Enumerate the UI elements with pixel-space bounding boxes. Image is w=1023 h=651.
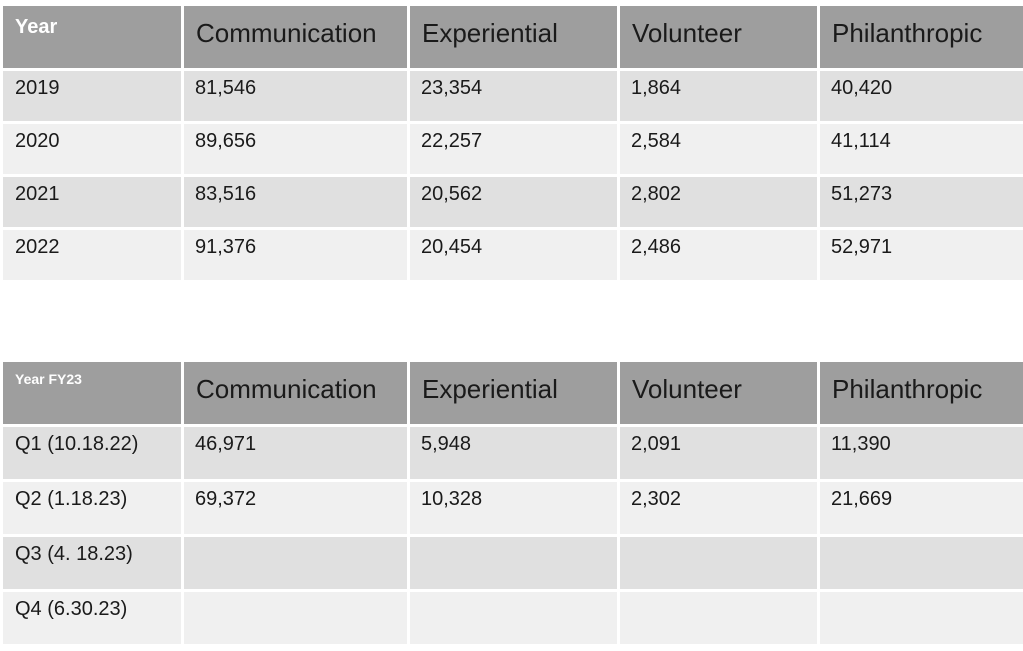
fy23-quarterly-table: Year FY23 Communication Experiential Vol… [3, 362, 1023, 644]
annual-cell-philanthropic: 40,420 [820, 71, 1023, 121]
annual-row-label: 2020 [3, 124, 181, 174]
annual-cell-experiential: 22,257 [410, 124, 617, 174]
fy23-cell-philanthropic [820, 592, 1023, 644]
annual-cell-experiential: 20,562 [410, 177, 617, 227]
fy23-cell-volunteer [620, 592, 817, 644]
fy23-cell-volunteer: 2,302 [620, 482, 817, 534]
fy23-header-year: Year FY23 [3, 362, 181, 424]
fy23-cell-experiential [410, 592, 617, 644]
fy23-cell-experiential [410, 537, 617, 589]
fy23-header-experiential: Experiential [410, 362, 617, 424]
fy23-cell-experiential: 10,328 [410, 482, 617, 534]
fy23-cell-volunteer: 2,091 [620, 427, 817, 479]
annual-cell-experiential: 20,454 [410, 230, 617, 280]
fy23-header-communication: Communication [184, 362, 407, 424]
annual-cell-experiential: 23,354 [410, 71, 617, 121]
fy23-header-philanthropic: Philanthropic [820, 362, 1023, 424]
fy23-row-label: Q4 (6.30.23) [3, 592, 181, 644]
annual-cell-volunteer: 2,486 [620, 230, 817, 280]
annual-cell-volunteer: 1,864 [620, 71, 817, 121]
fy23-cell-volunteer [620, 537, 817, 589]
annual-row-label: 2019 [3, 71, 181, 121]
fy23-cell-communication: 69,372 [184, 482, 407, 534]
fy23-row-label: Q3 (4. 18.23) [3, 537, 181, 589]
fy23-cell-philanthropic [820, 537, 1023, 589]
annual-header-year: Year [3, 6, 181, 68]
fy23-cell-communication [184, 537, 407, 589]
fy23-cell-communication [184, 592, 407, 644]
annual-row-label: 2022 [3, 230, 181, 280]
annual-cell-philanthropic: 51,273 [820, 177, 1023, 227]
fy23-cell-experiential: 5,948 [410, 427, 617, 479]
fy23-cell-communication: 46,971 [184, 427, 407, 479]
annual-header-volunteer: Volunteer [620, 6, 817, 68]
fy23-header-volunteer: Volunteer [620, 362, 817, 424]
annual-cell-philanthropic: 52,971 [820, 230, 1023, 280]
fy23-cell-philanthropic: 21,669 [820, 482, 1023, 534]
fy23-cell-philanthropic: 11,390 [820, 427, 1023, 479]
annual-metrics-table: Year Communication Experiential Voluntee… [3, 6, 1023, 280]
fy23-row-label: Q2 (1.18.23) [3, 482, 181, 534]
annual-header-philanthropic: Philanthropic [820, 6, 1023, 68]
annual-cell-communication: 81,546 [184, 71, 407, 121]
annual-row-label: 2021 [3, 177, 181, 227]
annual-header-communication: Communication [184, 6, 407, 68]
annual-cell-philanthropic: 41,114 [820, 124, 1023, 174]
annual-cell-volunteer: 2,584 [620, 124, 817, 174]
annual-cell-volunteer: 2,802 [620, 177, 817, 227]
annual-cell-communication: 83,516 [184, 177, 407, 227]
fy23-row-label: Q1 (10.18.22) [3, 427, 181, 479]
annual-header-experiential: Experiential [410, 6, 617, 68]
annual-cell-communication: 89,656 [184, 124, 407, 174]
annual-cell-communication: 91,376 [184, 230, 407, 280]
